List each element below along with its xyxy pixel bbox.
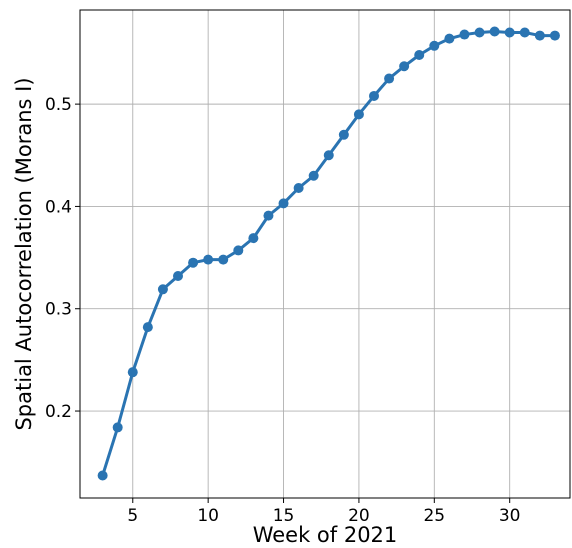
x-tick-label: 20	[348, 506, 370, 526]
data-point	[323, 150, 334, 161]
data-point	[338, 129, 349, 140]
data-point	[293, 183, 304, 194]
data-point	[97, 470, 108, 481]
data-point	[278, 198, 289, 209]
data-point	[459, 29, 470, 40]
data-point	[489, 26, 500, 37]
data-point	[112, 422, 123, 433]
data-point	[173, 271, 183, 281]
plot-frame	[79, 9, 571, 499]
series-layer	[97, 26, 560, 481]
data-point	[157, 284, 168, 295]
data-point	[353, 109, 364, 120]
x-tick-label: 15	[273, 506, 295, 526]
y-tick-label: 0.2	[45, 402, 72, 422]
data-point	[369, 90, 379, 101]
data-point	[414, 50, 425, 61]
data-point	[233, 245, 244, 256]
x-tick-label: 30	[499, 506, 521, 526]
data-point	[127, 367, 138, 378]
x-tick-label: 5	[127, 506, 138, 526]
grid	[80, 10, 570, 498]
data-point	[142, 322, 153, 333]
data-point	[549, 30, 560, 41]
data-point	[429, 40, 440, 51]
data-point	[534, 30, 545, 41]
y-tick-label: 0.4	[45, 197, 72, 217]
data-point	[444, 33, 455, 44]
data-point	[474, 27, 485, 38]
data-point	[263, 210, 274, 221]
data-point	[519, 27, 530, 38]
data-point	[203, 254, 214, 265]
data-point	[188, 257, 199, 268]
x-tick-label: 25	[423, 506, 445, 526]
x-tick-label: 10	[197, 506, 219, 526]
y-axis-label: Spatial Autocorrelation (Morans I)	[12, 77, 36, 430]
data-point	[399, 61, 410, 72]
axis-labels: Week of 2021 Spatial Autocorrelation (Mo…	[12, 77, 397, 547]
y-tick-label: 0.3	[45, 300, 72, 320]
data-point	[384, 73, 395, 84]
data-point	[504, 27, 515, 38]
x-axis-label: Week of 2021	[253, 523, 398, 547]
data-point	[218, 254, 229, 265]
y-tick-label: 0.5	[45, 95, 72, 115]
axes: 5 10 15 20 25 30 0.2 0.3 0.4 0.5	[45, 9, 571, 526]
data-point	[248, 233, 259, 244]
data-point	[308, 170, 319, 181]
